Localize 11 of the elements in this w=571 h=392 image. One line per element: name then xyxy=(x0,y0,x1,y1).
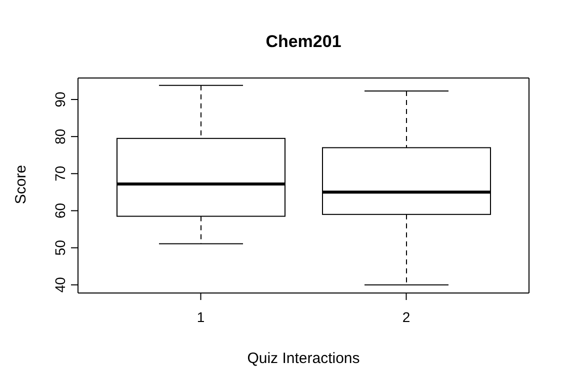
y-tick-label: 40 xyxy=(52,276,68,293)
y-tick-label: 80 xyxy=(52,128,68,144)
y-tick-label: 60 xyxy=(52,202,68,218)
x-axis-title: Quiz Interactions xyxy=(246,350,361,367)
chart-title: Chem201 xyxy=(264,32,342,52)
y-tick-label: 90 xyxy=(52,92,68,108)
y-tick-label: 70 xyxy=(52,166,68,182)
y-tick-label: 50 xyxy=(52,240,68,256)
y-axis-title: Score xyxy=(12,164,30,206)
x-tick-label: 2 xyxy=(402,308,410,325)
x-tick-label: 1 xyxy=(196,308,205,325)
